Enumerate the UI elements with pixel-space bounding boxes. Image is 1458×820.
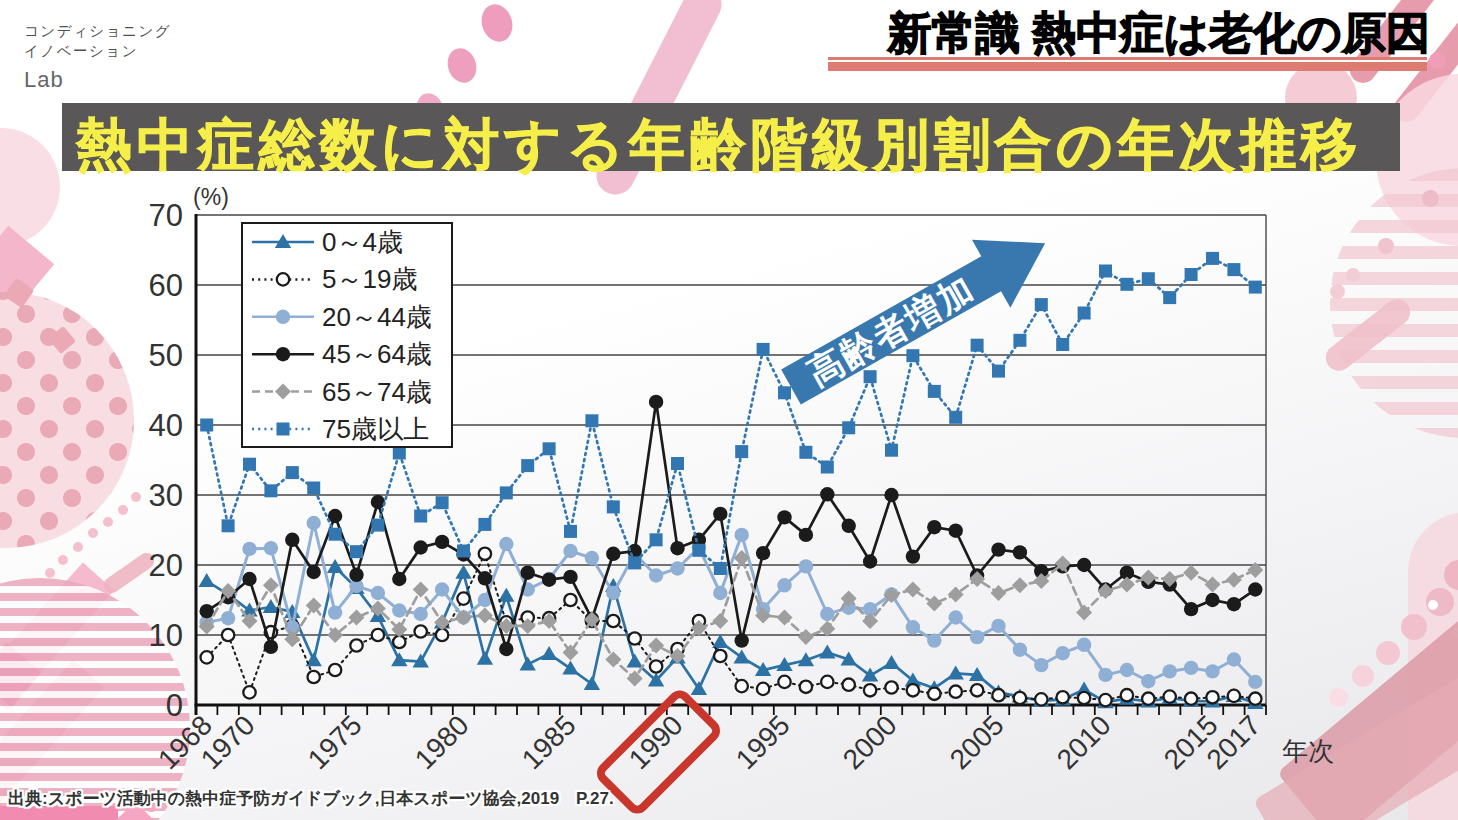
svg-text:2010: 2010 — [1051, 709, 1117, 775]
svg-text:30: 30 — [149, 478, 183, 513]
svg-text:(%): (%) — [193, 184, 229, 210]
svg-text:0: 0 — [166, 688, 183, 723]
svg-text:60: 60 — [149, 268, 183, 303]
svg-text:20～44歳: 20～44歳 — [322, 302, 432, 332]
svg-text:20: 20 — [149, 548, 183, 583]
svg-text:65～74歳: 65～74歳 — [322, 377, 432, 407]
svg-text:10: 10 — [149, 618, 183, 653]
svg-text:1975: 1975 — [302, 709, 368, 775]
svg-text:年次: 年次 — [1282, 736, 1334, 766]
svg-text:高齢者増加: 高齢者増加 — [801, 268, 981, 393]
x-axis-labels: 1968197019751980198519901995200020052010… — [152, 709, 1334, 775]
svg-text:2005: 2005 — [944, 709, 1010, 775]
svg-text:40: 40 — [149, 408, 183, 443]
svg-text:1980: 1980 — [409, 709, 475, 775]
line-chart: 010203040506070(%)1968197019751980198519… — [0, 0, 1458, 820]
svg-text:1985: 1985 — [516, 709, 582, 775]
series-20～44歳 — [200, 516, 1263, 689]
svg-text:70: 70 — [149, 198, 183, 233]
legend: 0～4歳 5～19歳 20～44歳 45～64歳 65～74歳 75歳以上 — [242, 223, 452, 447]
svg-text:50: 50 — [149, 338, 183, 373]
source-note: 出典:スポーツ活動中の熱中症予防ガイドブック,日本スポーツ協会,2019 P.2… — [8, 787, 614, 810]
svg-text:2000: 2000 — [837, 709, 903, 775]
svg-text:0～4歳: 0～4歳 — [322, 227, 403, 257]
y-axis-labels: 0 10 20 30 40 50 60 70 (%) — [149, 184, 229, 723]
svg-text:1995: 1995 — [730, 709, 796, 775]
increase-arrow: 高齢者増加 — [772, 209, 1065, 421]
svg-text:75歳以上: 75歳以上 — [322, 414, 429, 444]
svg-text:5～19歳: 5～19歳 — [322, 264, 417, 294]
slide: コンディショニング イノベーション Lab 新常識 熱中症は老化の原因 熱中症総… — [0, 0, 1458, 820]
svg-text:45～64歳: 45～64歳 — [322, 339, 432, 369]
